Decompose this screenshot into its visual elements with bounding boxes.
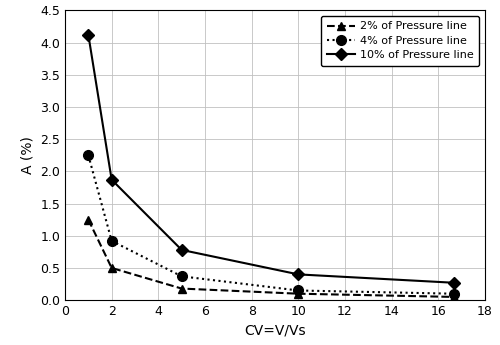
4% of Pressure line	[296, 288, 302, 293]
4% of Pressure line	[108, 239, 114, 243]
X-axis label: CV=V/Vs: CV=V/Vs	[244, 324, 306, 337]
10% of Pressure line	[108, 178, 114, 182]
Y-axis label: A (%): A (%)	[20, 136, 34, 174]
4% of Pressure line	[451, 292, 457, 296]
2% of Pressure line	[296, 292, 302, 296]
Line: 2% of Pressure line: 2% of Pressure line	[84, 216, 458, 301]
2% of Pressure line	[86, 218, 91, 222]
Legend: 2% of Pressure line, 4% of Pressure line, 10% of Pressure line: 2% of Pressure line, 4% of Pressure line…	[322, 16, 480, 66]
Line: 4% of Pressure line: 4% of Pressure line	[84, 150, 459, 298]
4% of Pressure line	[86, 153, 91, 157]
10% of Pressure line	[296, 272, 302, 276]
2% of Pressure line	[451, 295, 457, 299]
2% of Pressure line	[108, 266, 114, 270]
Line: 10% of Pressure line: 10% of Pressure line	[84, 31, 458, 287]
4% of Pressure line	[178, 274, 184, 278]
10% of Pressure line	[451, 281, 457, 285]
10% of Pressure line	[178, 248, 184, 252]
10% of Pressure line	[86, 33, 91, 37]
2% of Pressure line	[178, 286, 184, 290]
